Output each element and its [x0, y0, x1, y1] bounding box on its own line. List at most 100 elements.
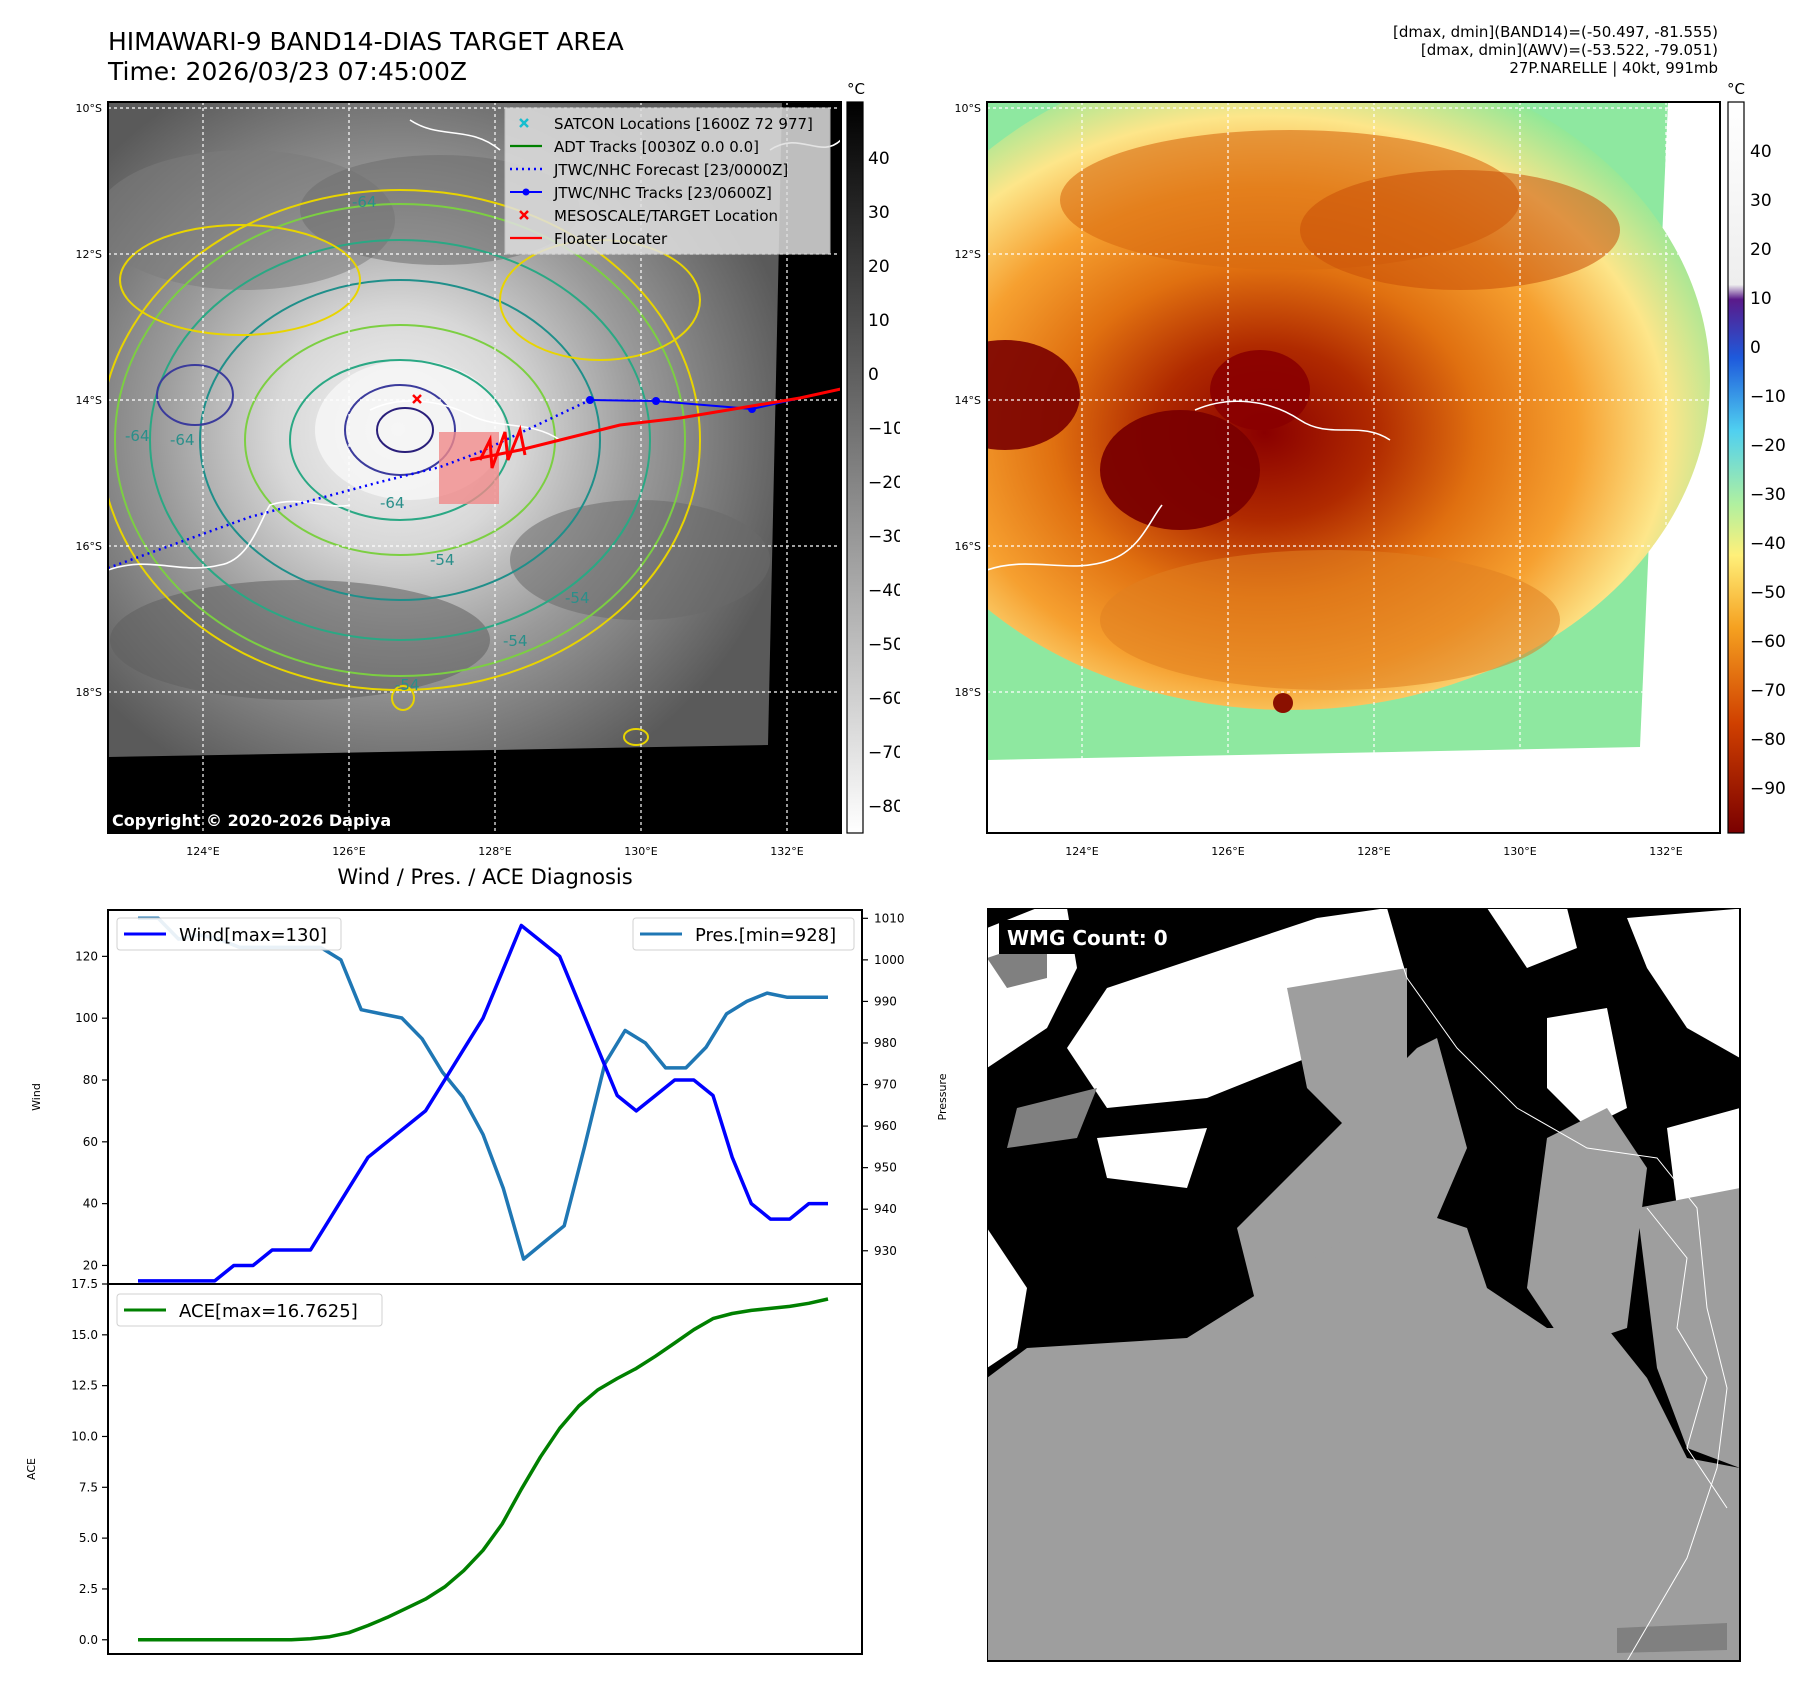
wind-axis-label: Wind [30, 1083, 43, 1111]
lon-label: 128°E [478, 845, 511, 858]
floater-locater-line [469, 387, 841, 462]
ir-lat-labels: 10°S 12°S 14°S 16°S 18°S [76, 102, 102, 699]
ace-tick-label: 15.0 [71, 1328, 98, 1342]
pressure-tick-label: 1000 [874, 953, 905, 967]
title-satellite: HIMAWARI-9 BAND14-DIAS TARGET AREA [108, 27, 624, 56]
contour-label: -54 [430, 551, 455, 569]
lon-label: 130°E [624, 845, 657, 858]
legend-label: ADT Tracks [0030Z 0.0 0.0] [554, 138, 759, 156]
panel-title: HIMAWARI-9 BAND14-DIAS TARGET AREA Time:… [108, 27, 624, 87]
mesoscale-legend-icon [519, 210, 529, 220]
colorbar-tick: −50 [1750, 583, 1786, 603]
colorbar-tick: −70 [1750, 681, 1786, 701]
pressure-axis-label: Pressure [936, 1073, 949, 1120]
wind-tick-label: 80 [83, 1073, 98, 1087]
lat-label: 14°S [955, 394, 981, 407]
contour-label: -64 [352, 193, 377, 211]
ir-legend: SATCON Locations [1600Z 72 977] ADT Trac… [504, 107, 831, 255]
ace-tick-label: 17.5 [71, 1277, 98, 1291]
lon-label: 126°E [332, 845, 365, 858]
wind-tick-label: 40 [83, 1197, 98, 1211]
contour-label: -54 [565, 589, 590, 607]
color-lat-labels: 10°S 12°S 14°S 16°S 18°S [955, 102, 981, 699]
lat-label: 16°S [955, 540, 981, 553]
color-lon-labels: 124°E 126°E 128°E 130°E 132°E [1065, 845, 1682, 858]
ace-tick-label: 12.5 [71, 1379, 98, 1393]
colorbar-tick: −50 [868, 635, 900, 655]
contour-label: -54 [503, 632, 528, 650]
ace-axis-ticks: 0.0 2.5 5.0 7.5 10.0 12.5 15.0 17.5 [71, 1277, 108, 1647]
satcon-legend-icon [519, 118, 529, 128]
color-colorbar [1727, 101, 1745, 834]
wind-legend: Wind[max=130] [116, 917, 342, 951]
ir-imagery: -64 -64 -64 -64 -54 -54 -54 -54 SATCON L… [108, 102, 841, 833]
colorbar-tick: −70 [868, 743, 900, 763]
wind-pressure-plot-frame [107, 909, 863, 1285]
lon-label: 126°E [1211, 845, 1244, 858]
contour-label: -54 [395, 676, 420, 694]
lon-label: 124°E [186, 845, 219, 858]
pressure-legend: Pres.[min=928] [632, 917, 855, 951]
colorbar-tick: −20 [1750, 436, 1786, 456]
ace-tick-label: 0.0 [79, 1633, 98, 1647]
ace-axis-label: ACE [25, 1458, 38, 1480]
lon-label: 132°E [770, 845, 803, 858]
color-map-panel: 10°S 12°S 14°S 16°S 18°S 124°E 126°E 128… [955, 80, 1786, 858]
copyright-text: Copyright © 2020-2026 Dapiya [112, 811, 391, 830]
lat-label: 10°S [955, 102, 981, 115]
pressure-tick-label: 940 [874, 1202, 897, 1216]
info-awv: [dmax, dmin](AWV)=(-53.522, -79.051) [1420, 41, 1718, 59]
wind-tick-label: 60 [83, 1135, 98, 1149]
colorbar-tick: 10 [1750, 289, 1772, 309]
colorbar-tick: −80 [868, 797, 900, 817]
ir-colorbar-unit: °C [847, 80, 865, 98]
pressure-tick-label: 960 [874, 1119, 897, 1133]
mesoscale-target-marker [412, 394, 422, 404]
lon-label: 130°E [1503, 845, 1536, 858]
lat-label: 14°S [76, 394, 102, 407]
wind-tick-label: 100 [75, 1011, 98, 1025]
ace-plot-frame [107, 1283, 863, 1655]
lon-label: 132°E [1649, 845, 1682, 858]
legend-label: MESOSCALE/TARGET Location [554, 207, 778, 225]
lon-label: 128°E [1357, 845, 1390, 858]
pressure-tick-label: 930 [874, 1244, 897, 1258]
contour-label: -64 [125, 427, 150, 445]
ir-colorbar-ticks: 40 30 20 10 0 −10 −20 −30 −40 −50 −60 −7… [868, 149, 900, 817]
wind-axis-ticks: 20 40 60 80 100 120 [75, 949, 108, 1272]
ir-colorbar [846, 101, 864, 834]
info-block: [dmax, dmin](BAND14)=(-50.497, -81.555) … [1393, 23, 1718, 77]
colorbar-tick: −80 [1750, 730, 1786, 750]
colorbar-tick: 40 [868, 149, 890, 169]
colorbar-tick: −60 [868, 689, 900, 709]
ace-tick-label: 10.0 [71, 1429, 98, 1443]
diagnosis-chart: 20 40 60 80 100 120 930 940 950 960 970 980 990 1000… [25, 909, 949, 1655]
pressure-tick-label: 980 [874, 1036, 897, 1050]
pressure-axis-ticks: 930 940 950 960 970 980 990 1000 1010 [862, 911, 905, 1258]
lat-label: 12°S [76, 248, 102, 261]
lon-label: 124°E [1065, 845, 1098, 858]
colorbar-tick: 0 [1750, 338, 1761, 358]
diagnosis-title: Wind / Pres. / ACE Diagnosis [337, 865, 633, 889]
colorbar-tick: −40 [868, 581, 900, 601]
pressure-tick-label: 990 [874, 994, 897, 1008]
info-storm: 27P.NARELLE | 40kt, 991mb [1509, 59, 1718, 77]
lat-label: 10°S [76, 102, 102, 115]
ir-lon-labels: 124°E 126°E 128°E 130°E 132°E [186, 845, 803, 858]
colorbar-tick: 0 [868, 365, 879, 385]
colorbar-tick: −60 [1750, 632, 1786, 652]
legend-label: SATCON Locations [1600Z 72 977] [554, 115, 813, 133]
contour-label: -64 [170, 431, 195, 449]
wind-legend-label: Wind[max=130] [179, 925, 327, 946]
colorbar-tick: −10 [868, 419, 900, 439]
lat-label: 12°S [955, 248, 981, 261]
legend-label: JTWC/NHC Forecast [23/0000Z] [553, 161, 788, 179]
wmg-panel: WMG Count: 0 [987, 908, 1743, 1662]
ace-legend: ACE[max=16.7625] [116, 1293, 383, 1327]
tracks-legend-icon [510, 188, 542, 196]
ace-legend-label: ACE[max=16.7625] [179, 1301, 358, 1322]
colorbar-tick: 30 [868, 203, 890, 223]
ir-map-panel: -64 -64 -64 -64 -54 -54 -54 -54 SATCON L… [76, 80, 900, 858]
pressure-tick-label: 950 [874, 1161, 897, 1175]
wind-tick-label: 120 [75, 949, 98, 963]
